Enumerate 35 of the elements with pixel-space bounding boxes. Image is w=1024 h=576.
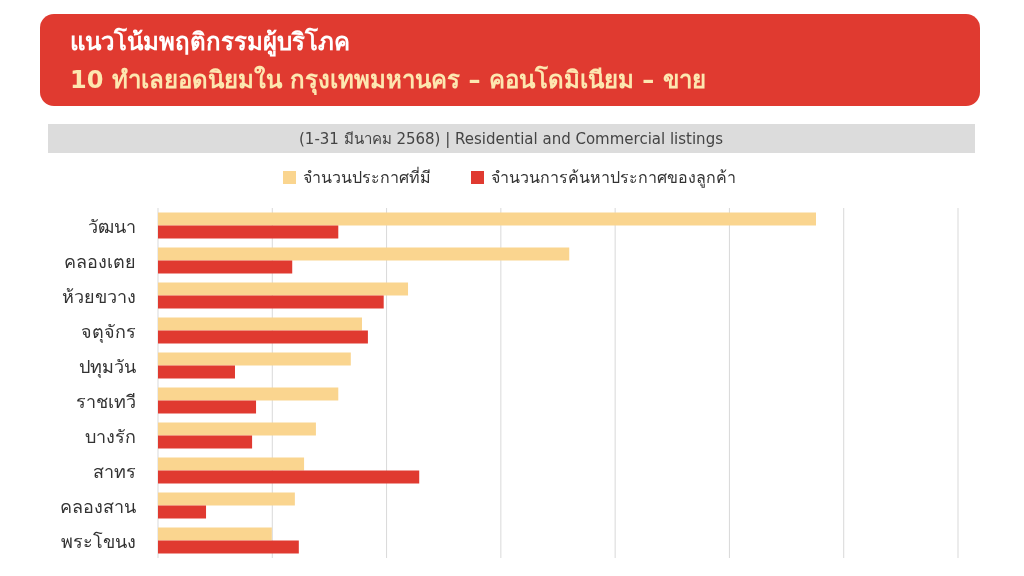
y-tick-label: ปทุมวัน	[79, 355, 136, 378]
y-tick-label: วัฒนา	[88, 215, 136, 237]
bar	[158, 282, 409, 296]
y-tick-label: ราชเทวี	[76, 390, 136, 412]
bar	[158, 212, 816, 226]
bar	[158, 435, 253, 449]
legend-label: จำนวนการค้นหาประกาศของลูกค้า	[491, 168, 736, 188]
bar	[158, 225, 339, 239]
bar	[158, 260, 293, 274]
bar	[158, 330, 368, 344]
chart-subtitle: 10 ทำเลยอดนิยมใน กรุงเทพมหานคร – คอนโดมิเนียม – ขาย	[70, 65, 706, 96]
bar	[158, 422, 316, 436]
bar	[158, 317, 362, 331]
bar	[158, 352, 351, 366]
bar	[158, 470, 420, 484]
y-tick-label: จตุจักร	[81, 320, 136, 343]
bar	[158, 505, 207, 519]
bar	[158, 365, 235, 379]
y-tick-label: สาทร	[93, 460, 136, 482]
bar	[158, 247, 570, 261]
bar	[158, 492, 295, 506]
legend-label: จำนวนประกาศที่มี	[303, 166, 431, 187]
y-tick-label: พระโขนง	[61, 530, 136, 552]
chart-title: แนวโน้มพฤติกรรมผู้บริโภค	[70, 27, 350, 57]
y-tick-label: บางรัก	[85, 425, 136, 447]
y-tick-label: คลองสาน	[60, 495, 136, 517]
bar	[158, 457, 305, 471]
text: (1-31 มีนาคม 2568) | Residential and Commercial listings	[299, 130, 724, 148]
bar	[158, 387, 339, 401]
bar	[158, 527, 272, 541]
y-tick-label: คลองเตย	[64, 250, 136, 272]
bar	[158, 400, 257, 414]
bar	[158, 295, 384, 309]
bar	[158, 540, 299, 554]
y-tick-label: ห้วยขวาง	[62, 285, 136, 307]
